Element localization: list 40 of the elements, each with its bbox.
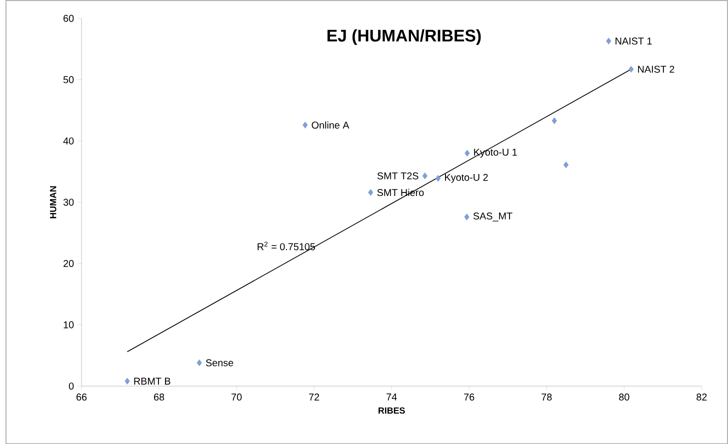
x-tick-label: 72 (309, 393, 320, 400)
x-tick-label: 70 (232, 393, 242, 400)
y-tick-label: 40 (63, 137, 74, 144)
y-tick-label: 50 (63, 76, 74, 84)
x-tick-label: 74 (386, 393, 397, 400)
point (464, 213, 470, 220)
point (464, 150, 470, 156)
annotation: SAS_MT (473, 212, 512, 222)
x-tick-label: 82 (696, 393, 707, 400)
y-tick-label: 10 (64, 321, 74, 328)
x-tick-label: 78 (542, 393, 552, 400)
x-tick-label: 80 (619, 393, 630, 400)
point (436, 174, 441, 182)
point (552, 117, 557, 124)
x-tick-label: 66 (76, 393, 87, 400)
text: EJ (HUMAN/RIBES) (328, 29, 481, 45)
x-tick-label: 76 (464, 393, 474, 400)
point (563, 161, 569, 168)
annotation: Sense (206, 359, 234, 366)
annotation: R$^{2}$ = 0.75105 (258, 242, 316, 250)
annotation: SMT T2S (377, 172, 418, 180)
y-tick-label: 30 (63, 198, 74, 206)
point (124, 378, 130, 384)
point (368, 188, 374, 196)
point (606, 38, 612, 44)
annotation: NAIST 2 (638, 66, 674, 73)
annotation: RBMT B (134, 378, 170, 384)
point (628, 66, 634, 73)
y-tick-label: 0 (68, 382, 74, 390)
y-axis-title: HUMAN (50, 186, 56, 218)
y-tick-label: 60 (64, 14, 74, 22)
x-tick-label: 68 (154, 393, 164, 400)
point (302, 122, 308, 128)
point (196, 359, 202, 366)
y-tick-label: 20 (64, 260, 74, 267)
annotation: Online A (312, 121, 350, 129)
point (422, 172, 428, 180)
annotation: Kyoto-U 2 (445, 174, 488, 183)
x-axis-title: RIBES (378, 407, 405, 414)
annotation: NAIST 1 (616, 37, 652, 44)
